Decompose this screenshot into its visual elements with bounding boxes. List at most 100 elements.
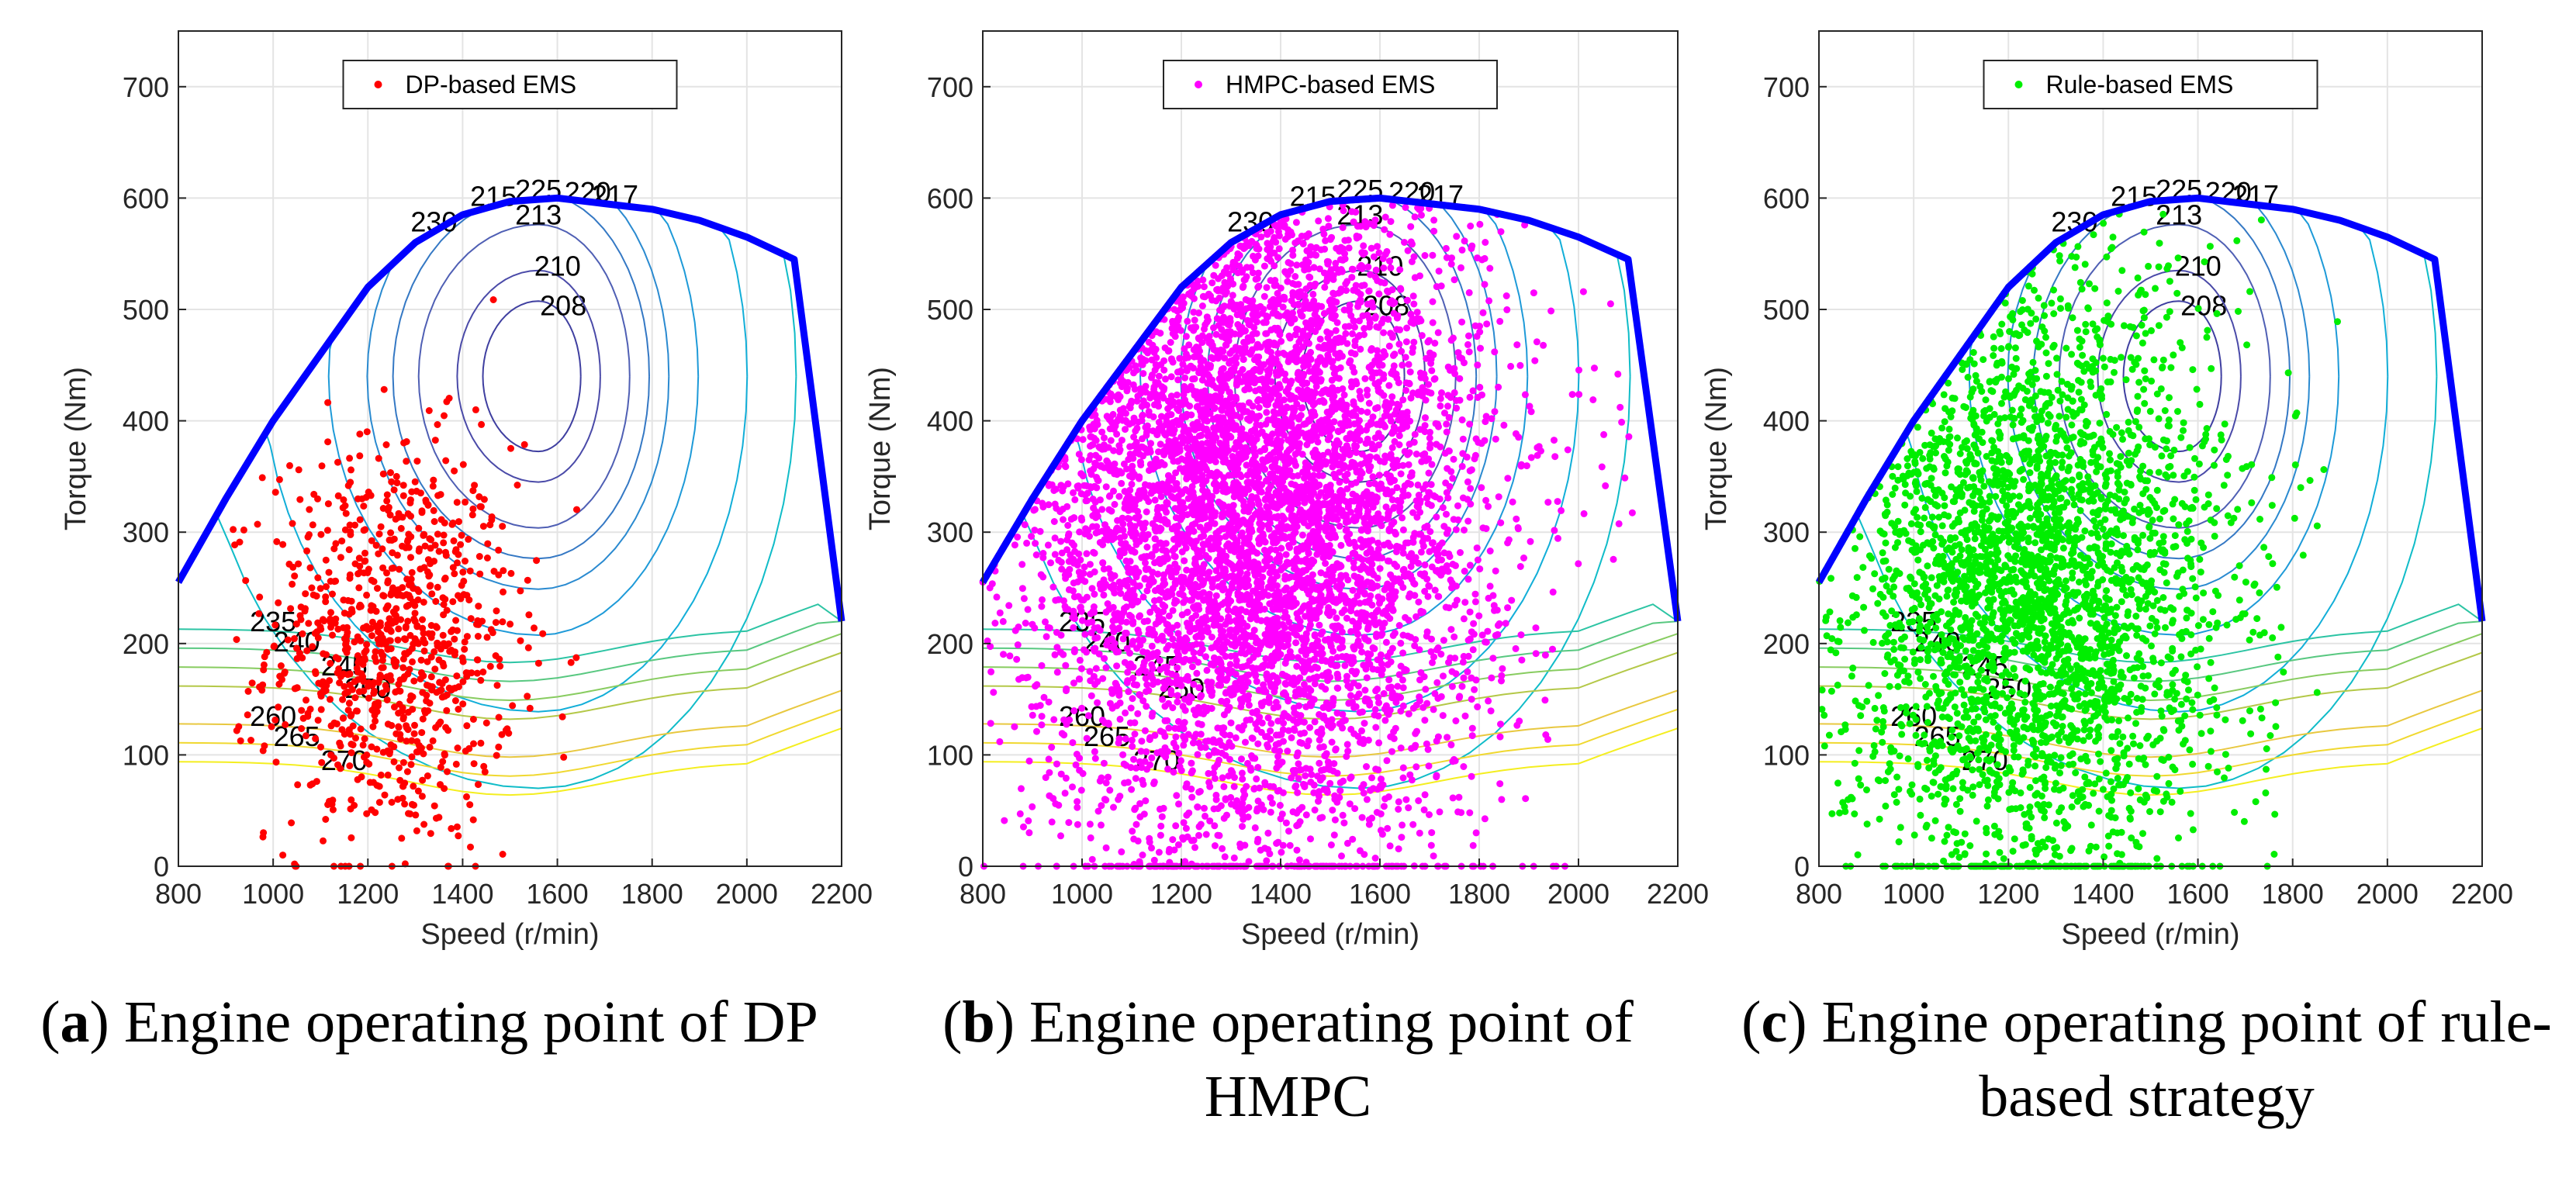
data-point xyxy=(1380,803,1388,810)
data-point xyxy=(237,737,244,745)
data-point xyxy=(282,720,289,728)
data-point xyxy=(379,689,386,697)
data-point xyxy=(1443,420,1451,428)
data-point xyxy=(377,771,385,779)
data-point xyxy=(1158,813,1166,821)
data-point xyxy=(445,395,453,402)
data-point xyxy=(1402,204,1409,211)
data-point xyxy=(1456,693,1464,700)
data-point xyxy=(1520,554,1527,561)
data-point xyxy=(988,580,996,588)
y-tick-label: 500 xyxy=(123,294,169,326)
data-point xyxy=(317,743,324,751)
data-point xyxy=(1281,236,1289,243)
data-point xyxy=(377,523,385,530)
data-point xyxy=(1184,354,1192,361)
data-point xyxy=(1091,634,1099,642)
data-point xyxy=(313,592,320,600)
data-point xyxy=(371,687,378,695)
data-point xyxy=(1167,355,1175,363)
data-point xyxy=(1177,420,1184,427)
data-point xyxy=(320,688,328,696)
data-point xyxy=(1412,451,1420,458)
data-point xyxy=(1098,802,1105,810)
data-point xyxy=(1504,604,1512,612)
data-point xyxy=(453,823,461,831)
data-point xyxy=(388,565,396,572)
data-point xyxy=(430,518,438,525)
data-point xyxy=(1444,402,1451,410)
data-point xyxy=(1291,273,1299,280)
data-point xyxy=(459,700,467,708)
data-point xyxy=(1461,237,1468,245)
contour-label-208: 208 xyxy=(540,290,586,322)
data-point xyxy=(327,615,334,623)
data-point xyxy=(1482,496,1490,504)
data-point xyxy=(420,750,427,758)
data-point xyxy=(455,832,462,840)
data-point xyxy=(441,785,448,793)
data-point xyxy=(371,703,379,710)
data-point xyxy=(435,814,443,821)
data-point xyxy=(1214,831,1222,839)
data-point xyxy=(1172,822,1180,830)
data-point xyxy=(1162,375,1169,383)
data-point xyxy=(1397,693,1405,701)
data-point xyxy=(404,536,412,544)
data-point xyxy=(1099,559,1107,567)
data-point xyxy=(1279,789,1287,796)
data-point xyxy=(1279,713,1287,720)
data-point xyxy=(1069,739,1077,747)
data-point xyxy=(260,666,268,674)
data-point xyxy=(496,662,504,670)
data-point xyxy=(242,577,250,585)
data-point xyxy=(406,665,413,673)
bsfc-contour-245 xyxy=(178,633,842,702)
data-point xyxy=(1038,662,1046,669)
data-point xyxy=(1178,548,1186,556)
data-point xyxy=(1454,349,1462,357)
data-point xyxy=(1278,337,1285,345)
data-point xyxy=(419,776,427,784)
data-point xyxy=(410,677,418,685)
data-point xyxy=(459,461,467,468)
data-point xyxy=(393,551,401,559)
data-point xyxy=(1305,522,1312,530)
data-point xyxy=(363,591,371,599)
data-point xyxy=(1489,592,1497,599)
data-point xyxy=(1392,699,1400,707)
data-point xyxy=(1364,578,1371,586)
data-point xyxy=(1476,383,1484,391)
data-point xyxy=(1354,579,1361,587)
data-point xyxy=(1441,409,1448,417)
data-point xyxy=(329,806,337,814)
data-point xyxy=(383,673,391,681)
data-point xyxy=(375,640,383,648)
data-point xyxy=(1410,300,1418,308)
data-point xyxy=(449,519,457,527)
data-point xyxy=(292,684,300,692)
data-point xyxy=(1404,451,1412,458)
data-point xyxy=(1445,604,1453,612)
data-point xyxy=(1502,620,1509,627)
data-point xyxy=(1057,832,1064,840)
data-point xyxy=(1516,563,1524,570)
data-point xyxy=(507,444,514,452)
data-point xyxy=(317,530,325,538)
data-point xyxy=(384,771,392,779)
data-point xyxy=(1450,455,1457,463)
data-point xyxy=(1098,428,1106,436)
data-point xyxy=(460,591,468,599)
data-point xyxy=(1464,478,1471,485)
x-tick-label: 1800 xyxy=(621,878,683,910)
data-point xyxy=(498,731,506,738)
data-point xyxy=(1407,310,1415,318)
data-point xyxy=(368,632,375,640)
data-point xyxy=(1361,686,1369,694)
data-point xyxy=(390,758,398,765)
data-point xyxy=(1174,376,1182,384)
data-point xyxy=(387,741,395,748)
data-point xyxy=(1413,309,1421,316)
data-point xyxy=(1165,724,1173,732)
data-point xyxy=(388,799,396,806)
